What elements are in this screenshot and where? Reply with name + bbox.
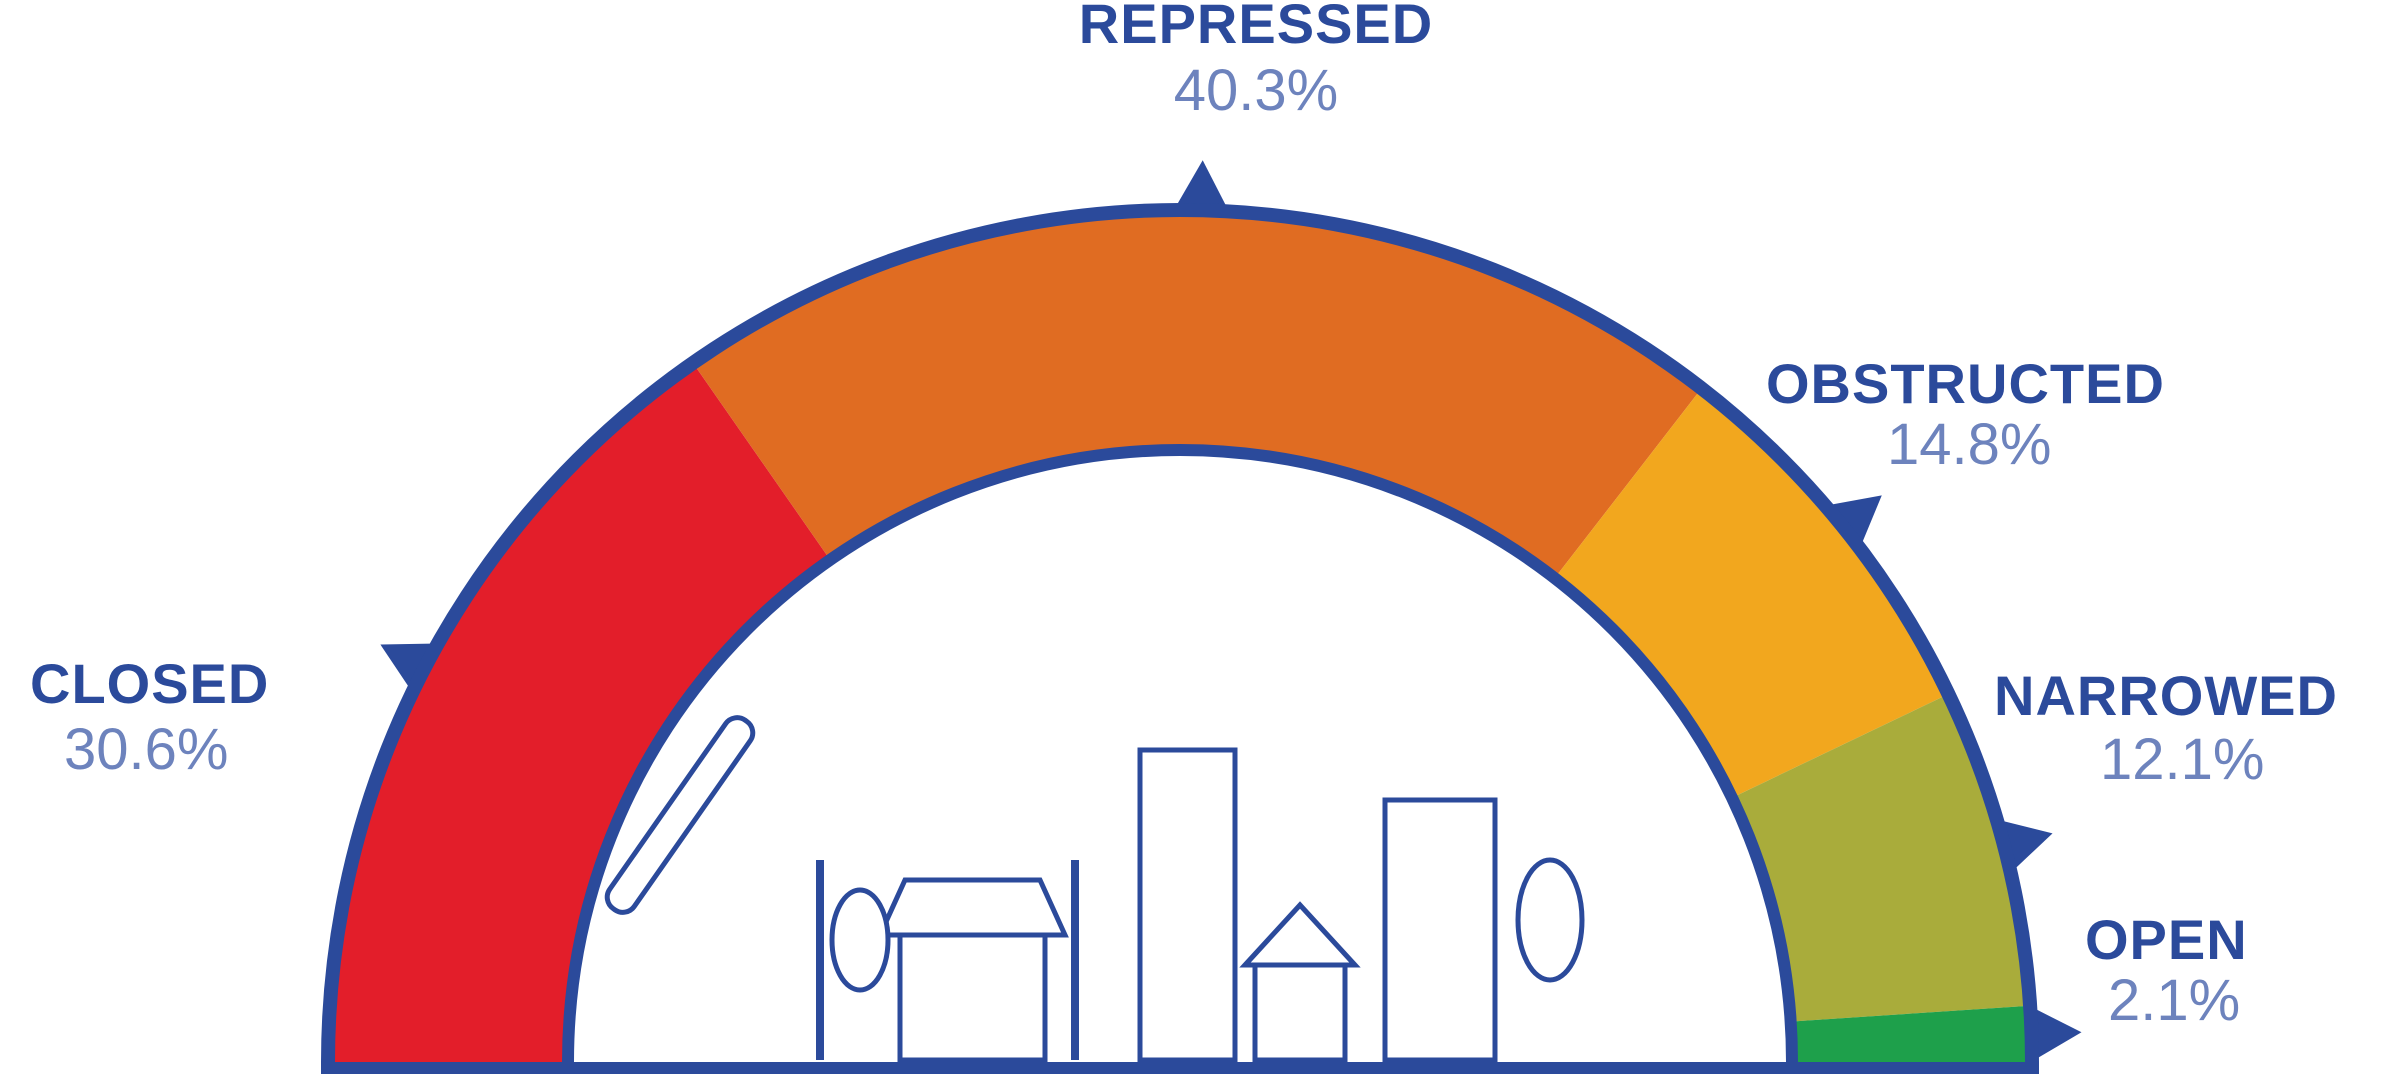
- roof: [880, 880, 1065, 935]
- city-illustration: [602, 712, 1582, 1060]
- category-label: OPEN: [2085, 908, 2248, 971]
- chart: CLOSED30.6% REPRESSED40.3% OBSTRUCTED14.8%…: [0, 0, 2387, 1077]
- category-label: CLOSED: [30, 652, 269, 715]
- value-label: 2.1%: [2108, 968, 2240, 1033]
- tree: [832, 890, 888, 990]
- value-label: 30.6%: [64, 717, 228, 782]
- roof: [1245, 905, 1355, 965]
- value-label: 14.8%: [1887, 412, 2051, 477]
- house: [1255, 960, 1345, 1060]
- tree: [1518, 860, 1582, 980]
- value-label: 12.1%: [2100, 727, 2264, 792]
- building: [1140, 750, 1235, 1060]
- category-label: NARROWED: [1994, 664, 2338, 727]
- pointer: [1178, 160, 1226, 205]
- category-label: OBSTRUCTED: [1766, 352, 2165, 415]
- value-label: 40.3%: [1174, 58, 1338, 123]
- building: [1385, 800, 1495, 1060]
- category-label: REPRESSED: [1079, 0, 1433, 55]
- gauge-segment: [693, 210, 1702, 578]
- house: [900, 930, 1045, 1060]
- pointer: [2037, 1010, 2082, 1058]
